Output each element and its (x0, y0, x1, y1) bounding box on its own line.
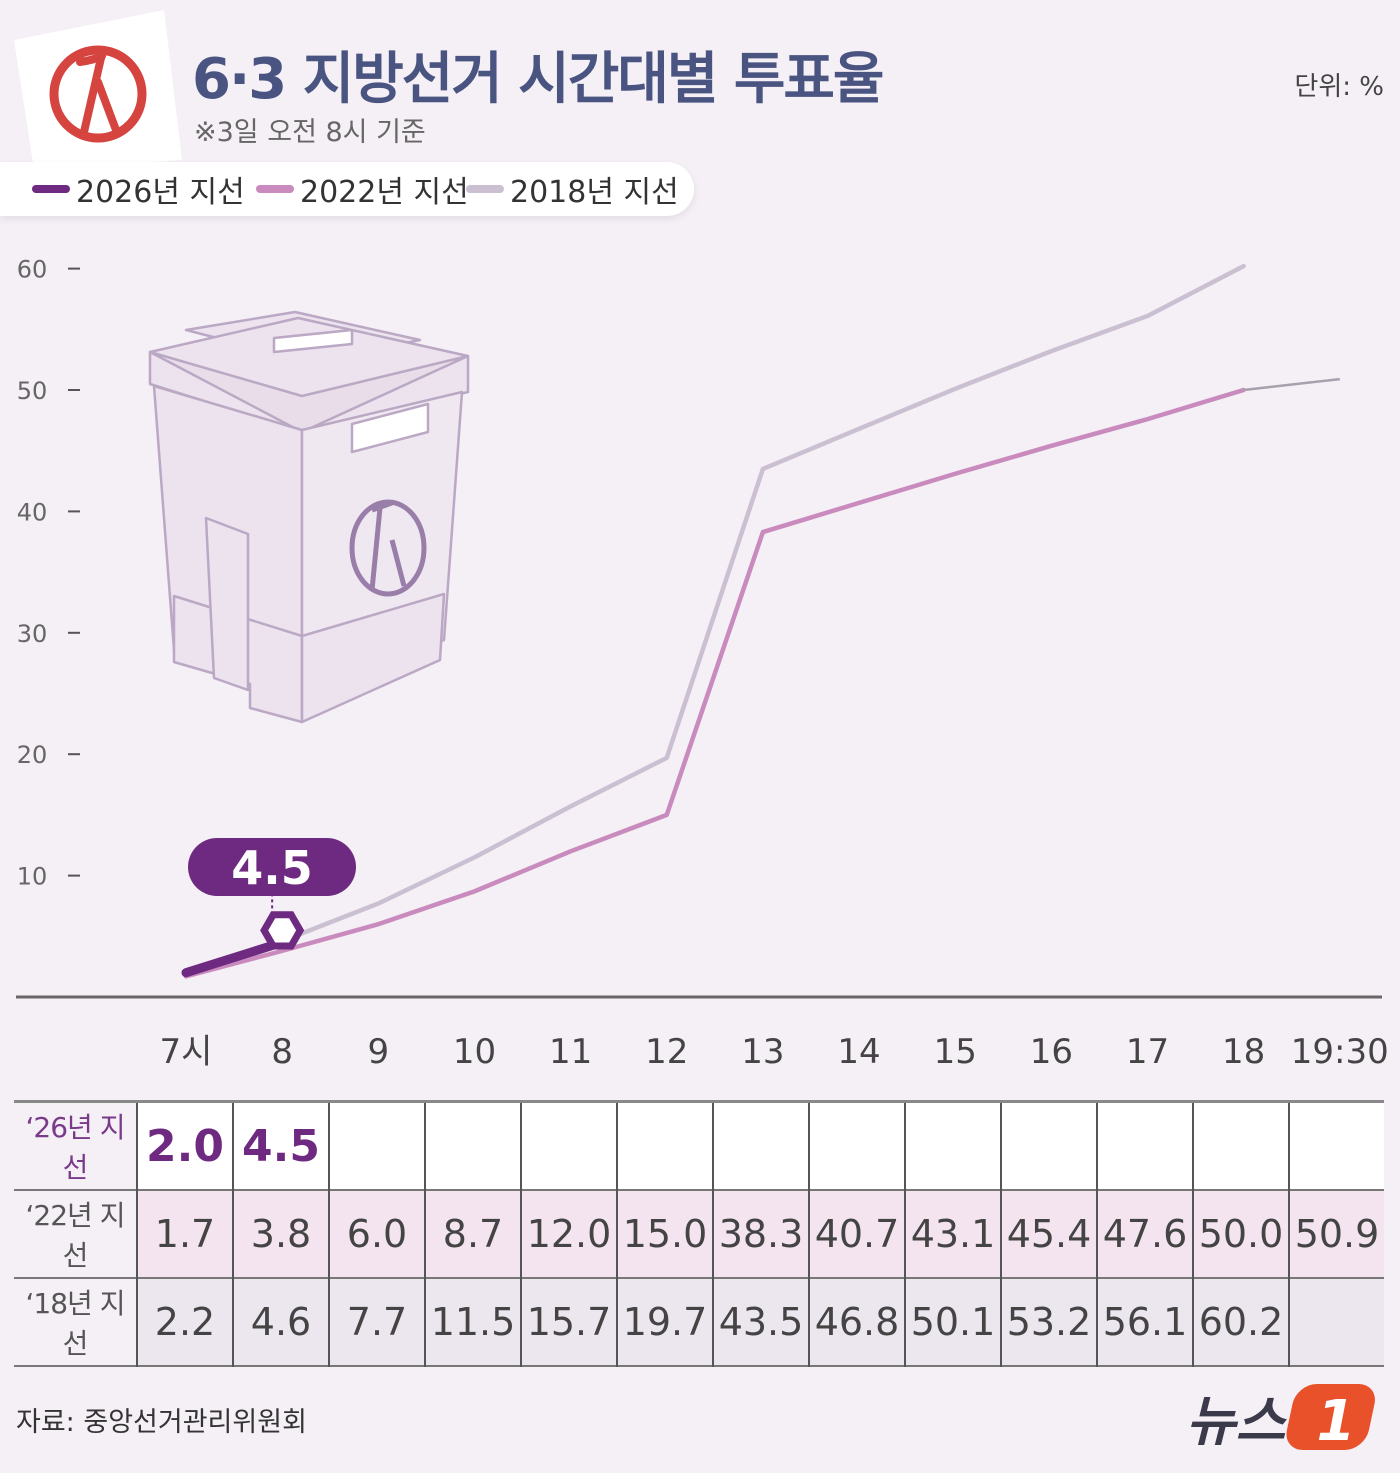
table-cell (520, 1101, 617, 1190)
source-note: 자료: 중앙선거관리위원회 (16, 1407, 307, 1438)
legend-label-2018: 2018년 지선 (510, 175, 679, 210)
series-line-2026 (181, 937, 287, 978)
table-cell (1288, 1278, 1384, 1366)
table-cell (328, 1101, 425, 1190)
data-table: ‘26년 지선 2.0 4.5 ‘22년 지선 1.7 3.8 6.0 8.7 12.0 15.0… (14, 1100, 1384, 1367)
table-cell (904, 1101, 1001, 1190)
table-cell: 53.2 (1000, 1278, 1097, 1366)
legend-label-2022: 2022년 지선 (300, 175, 469, 210)
table-cell: 4.5 (232, 1101, 329, 1190)
table-cell: 50.9 (1288, 1190, 1384, 1278)
ballot-box-icon (148, 310, 470, 724)
series-lines (181, 263, 1340, 979)
table-row-label: ‘26년 지선 (25, 1111, 126, 1184)
series-line-2022-tail (1243, 377, 1340, 392)
legend-swatch-2026 (32, 185, 70, 193)
x-tick-label-9: 16 (1030, 1032, 1073, 1072)
x-tick-label-3: 10 (453, 1032, 496, 1072)
table-row: ‘18년 지선 2.2 4.6 7.7 11.5 15.7 19.7 43.5 46.8 50.1… (14, 1278, 1384, 1366)
table-cell: 4.6 (232, 1278, 329, 1366)
callout: 4.5 (188, 838, 356, 950)
legend: 2026년 지선 2022년 지선 2018년 지선 (0, 162, 694, 216)
table-cell: 1.7 (136, 1190, 233, 1278)
x-tick-label-1: 8 (271, 1032, 293, 1072)
table-cell: 15.7 (520, 1278, 617, 1366)
table-cell (1192, 1101, 1289, 1190)
table-cell: 38.3 (712, 1190, 809, 1278)
table-cell: 43.5 (712, 1278, 809, 1366)
table-cell (424, 1101, 521, 1190)
news1-logo: 뉴스 1 (1186, 1384, 1375, 1454)
x-tick-label-0: 7시 (160, 1032, 213, 1072)
legend-swatch-2022 (256, 185, 294, 193)
table-cell: 8.7 (424, 1190, 521, 1278)
x-axis: 7시 8 9 10 11 12 13 14 15 16 17 18 19:30 (160, 1032, 1389, 1072)
table-cell (1000, 1101, 1097, 1190)
y-tick-label-50: 50 (17, 377, 48, 405)
table-cell: 56.1 (1096, 1278, 1193, 1366)
table-cell (616, 1101, 713, 1190)
table-cell: 60.2 (1192, 1278, 1289, 1366)
legend-label-2026: 2026년 지선 (76, 175, 245, 210)
legend-swatch-2018 (466, 185, 504, 193)
table-cell: 7.7 (328, 1278, 425, 1366)
y-axis: 10 20 30 40 50 60 (17, 256, 80, 891)
table-cell: 6.0 (328, 1190, 425, 1278)
legend-item-2022: 2022년 지선 (256, 162, 469, 216)
vote-stamp-icon (14, 10, 182, 170)
table-cell: 15.0 (616, 1190, 713, 1278)
table-cell: 19.7 (616, 1278, 713, 1366)
table-cell: 50.1 (904, 1278, 1001, 1366)
x-tick-label-7: 14 (837, 1032, 880, 1072)
callout-bubble (188, 838, 356, 896)
page-subtitle: ※3일 오전 8시 기준 (194, 117, 426, 148)
logo-text: 뉴스 (1186, 1390, 1288, 1453)
y-tick-label-40: 40 (17, 498, 48, 526)
table-cell: 12.0 (520, 1190, 617, 1278)
table-cell: 11.5 (424, 1278, 521, 1366)
x-tick-label-5: 12 (645, 1032, 688, 1072)
logo-mark-bg (1286, 1384, 1375, 1450)
x-tick-label-6: 13 (741, 1032, 784, 1072)
x-tick-label-8: 15 (934, 1032, 977, 1072)
table-row-label: ‘18년 지선 (25, 1287, 126, 1360)
table-cell: 45.4 (1000, 1190, 1097, 1278)
page-title: 6·3 지방선거 시간대별 투표율 (192, 47, 884, 112)
x-tick-label-10: 17 (1126, 1032, 1169, 1072)
series-line-2018 (183, 263, 1246, 973)
line-chart: 10 20 30 40 50 60 7시 8 9 10 11 12 13 14 15 16 17 18 19:30… (16, 256, 1389, 1072)
x-tick-label-12: 19:30 (1291, 1032, 1389, 1072)
table-cell (1288, 1101, 1384, 1190)
table-cell: 46.8 (808, 1278, 905, 1366)
table-row: ‘26년 지선 2.0 4.5 (14, 1101, 1384, 1190)
table-cell (712, 1101, 809, 1190)
table-cell: 2.2 (136, 1278, 233, 1366)
table-row-label: ‘22년 지선 (25, 1199, 126, 1272)
table-cell: 2.0 (136, 1101, 233, 1190)
table-row: ‘22년 지선 1.7 3.8 6.0 8.7 12.0 15.0 38.3 40.7 43.1 4… (14, 1190, 1384, 1278)
table-cell (808, 1101, 905, 1190)
table-cell: 40.7 (808, 1190, 905, 1278)
y-tick-label-20: 20 (17, 741, 48, 769)
legend-item-2026: 2026년 지선 (32, 162, 245, 216)
callout-marker (260, 911, 305, 950)
table-cell: 43.1 (904, 1190, 1001, 1278)
logo-mark: 1 (1317, 1389, 1356, 1454)
table-cell: 3.8 (232, 1190, 329, 1278)
legend-item-2018: 2018년 지선 (466, 162, 679, 216)
x-tick-label-4: 11 (549, 1032, 592, 1072)
y-tick-label-60: 60 (17, 256, 48, 284)
series-line-2022 (183, 387, 1246, 979)
callout-value: 4.5 (231, 841, 313, 895)
table-cell: 50.0 (1192, 1190, 1289, 1278)
x-tick-label-11: 18 (1222, 1032, 1265, 1072)
table-cell: 47.6 (1096, 1190, 1193, 1278)
y-tick-label-10: 10 (17, 863, 48, 891)
y-tick-label-30: 30 (17, 620, 48, 648)
unit-label: 단위: % (1294, 72, 1384, 102)
x-tick-label-2: 9 (367, 1032, 389, 1072)
table-cell (1096, 1101, 1193, 1190)
